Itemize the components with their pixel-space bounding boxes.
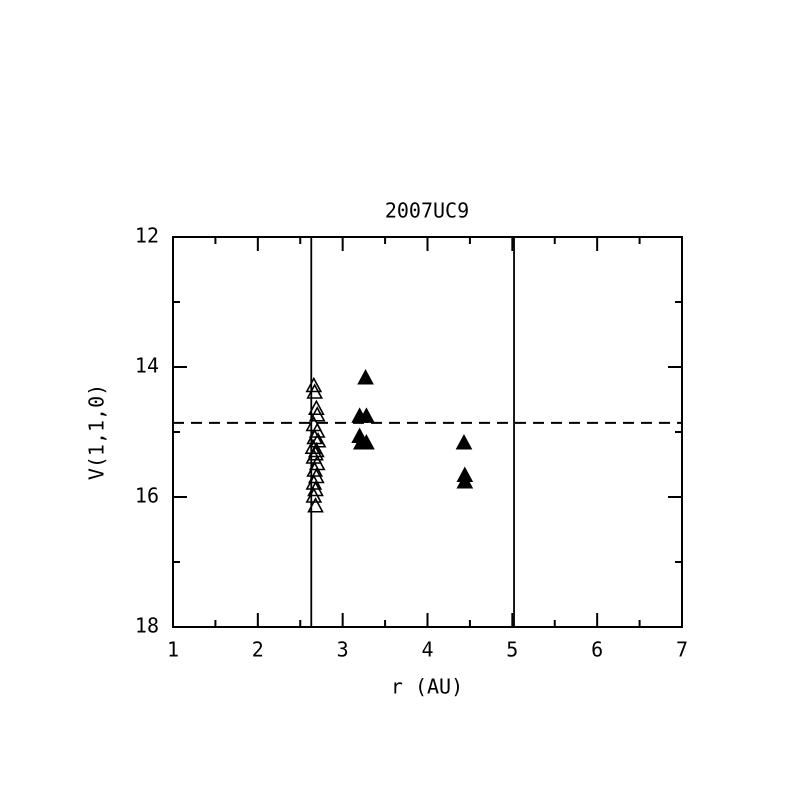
- data-point: [308, 399, 325, 416]
- data-point: [305, 376, 323, 393]
- x-tick-label: 3: [337, 638, 349, 662]
- data-point: [358, 407, 375, 423]
- y-tick-label: 12: [135, 224, 159, 248]
- data-point: [456, 473, 474, 489]
- data-point: [306, 383, 324, 399]
- y-axis-label: V(1,1,0): [85, 384, 109, 480]
- x-tick-label: 1: [167, 638, 179, 662]
- data-point: [305, 415, 323, 432]
- data-point: [358, 434, 375, 450]
- data-point: [307, 497, 324, 513]
- x-axis-label: r (AU): [391, 675, 463, 699]
- y-tick-label: 16: [135, 484, 159, 508]
- data-point: [308, 406, 326, 422]
- x-tick-label: 5: [506, 638, 518, 662]
- x-tick-label: 6: [591, 638, 603, 662]
- y-tick-label: 18: [135, 614, 159, 638]
- y-tick-label: 14: [135, 354, 159, 378]
- chart-title: 2007UC9: [385, 199, 469, 223]
- x-tick-label: 7: [676, 638, 688, 662]
- data-point: [357, 369, 374, 385]
- data-point: [455, 434, 473, 450]
- data-point: [307, 480, 324, 497]
- x-tick-label: 4: [421, 638, 433, 662]
- x-tick-label: 2: [252, 638, 264, 662]
- plot-frame: [172, 236, 683, 628]
